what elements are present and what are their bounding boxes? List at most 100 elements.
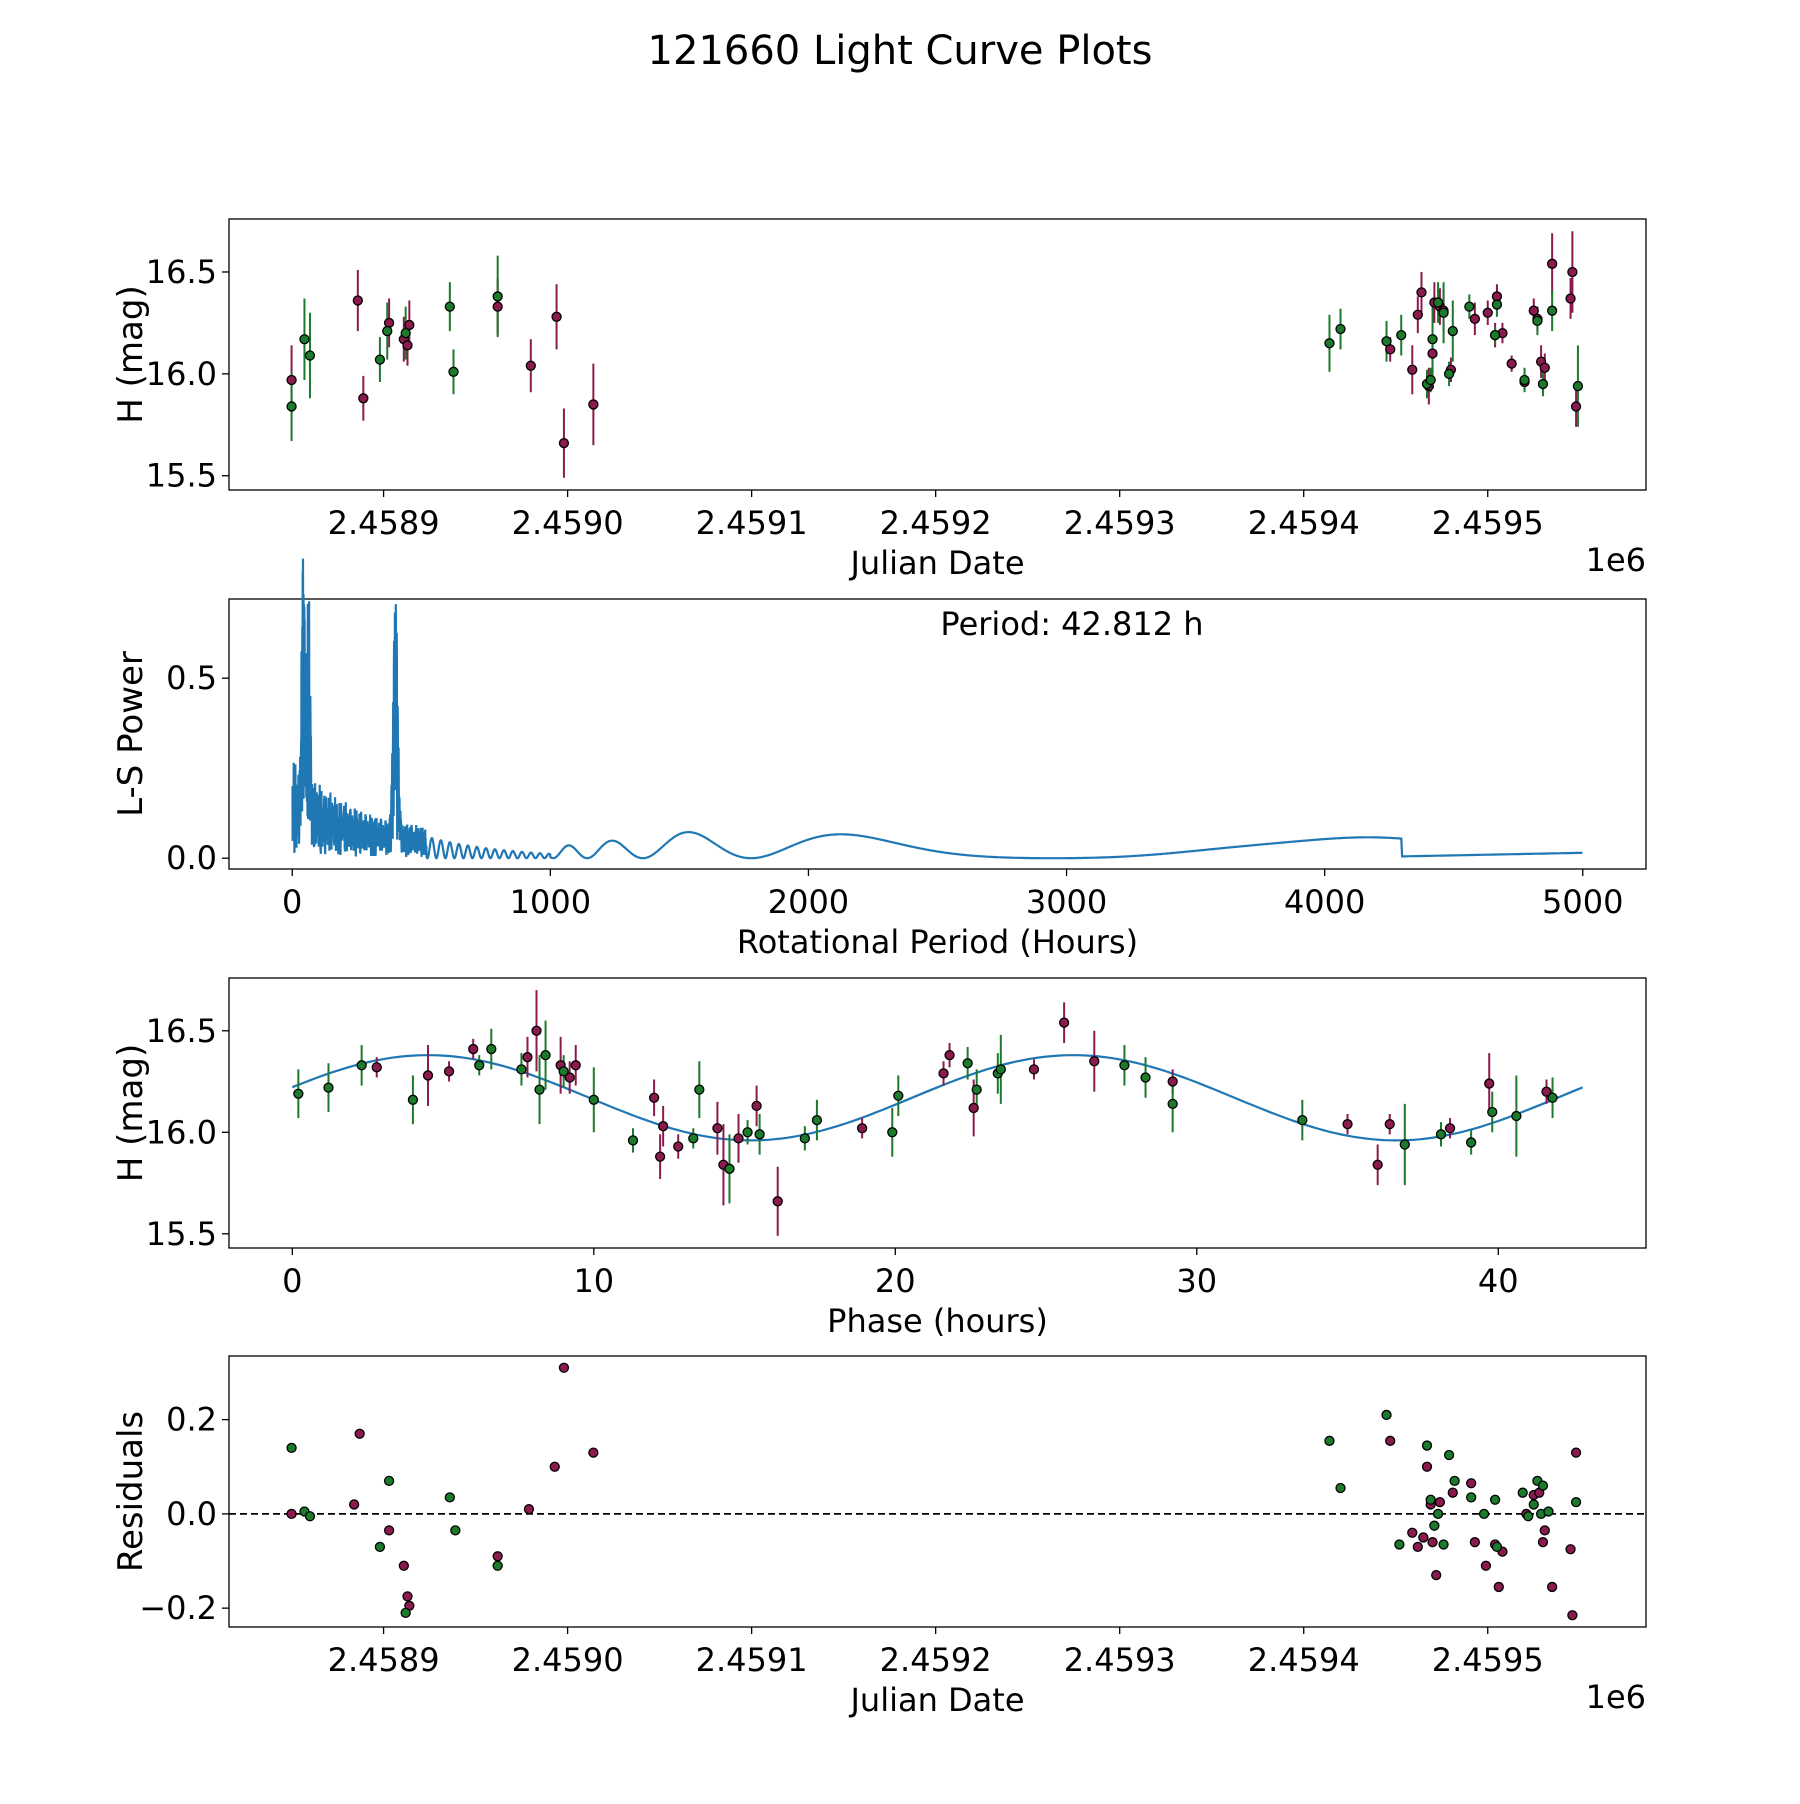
data-point-magenta: [354, 1428, 365, 1439]
y-tick-label: 0.5: [166, 659, 217, 697]
data-point-green: [893, 1090, 904, 1101]
subplot-4: 2.4589 2.4590 2.4591 2.4592 2.4593 2.4594 2.45…: [111, 1355, 1647, 1719]
data-point-magenta: [1412, 309, 1423, 320]
data-point-magenta: [352, 295, 363, 306]
data-point-green: [1324, 1435, 1335, 1446]
data-point-green: [1443, 1449, 1455, 1461]
y-tick-label: 0.2: [166, 1401, 217, 1439]
x-tick-label: 3000: [1026, 883, 1107, 921]
x-tick-label: 2000: [768, 883, 849, 921]
data-point-magenta: [938, 1068, 949, 1079]
data-point-magenta: [286, 1508, 297, 1520]
y-axis-label: H (mag): [111, 1044, 151, 1182]
data-point-magenta: [1412, 1541, 1423, 1553]
data-point-magenta: [1469, 313, 1481, 324]
data-point-magenta: [422, 1070, 434, 1081]
data-point-green: [1537, 378, 1549, 390]
data-point-magenta: [648, 1092, 660, 1103]
data-point-magenta: [1567, 1610, 1578, 1621]
x-axis-label: Phase (hours): [827, 1302, 1048, 1340]
data-point-green: [374, 354, 386, 365]
x-tick-label: 2.4590: [512, 1641, 624, 1679]
data-point-green: [1491, 299, 1503, 310]
data-point-green: [1447, 325, 1458, 337]
data-point-magenta: [1539, 1525, 1550, 1536]
data-point-green: [1381, 336, 1392, 347]
data-point-green: [1381, 1409, 1392, 1421]
data-point-green: [1396, 329, 1407, 341]
data-point-magenta: [570, 1060, 581, 1071]
data-point-magenta: [1565, 1544, 1576, 1555]
data-point-magenta: [1407, 1527, 1418, 1538]
data-point-green: [374, 1541, 386, 1553]
data-point-magenta: [402, 1591, 413, 1602]
data-point-green: [887, 1127, 898, 1138]
data-point-green: [356, 1060, 367, 1071]
data-point-magenta: [1444, 1123, 1456, 1134]
x-tick-label: 2.4595: [1432, 1641, 1544, 1679]
data-point-magenta: [1539, 362, 1550, 373]
data-point-magenta: [1570, 1447, 1582, 1458]
data-point-green: [1421, 1440, 1433, 1451]
data-point-green: [1140, 1072, 1151, 1083]
data-point-green: [450, 1525, 461, 1536]
data-point-green: [1537, 1480, 1549, 1491]
data-point-green: [400, 1607, 411, 1619]
y-axis-label: H (mag): [111, 285, 151, 423]
data-point-magenta: [654, 1151, 666, 1162]
data-point-green: [799, 1133, 810, 1144]
subplot-3: 0 10 20 30 40 15.5 16.0 16.5 Phase (hours) H (mag…: [111, 977, 1647, 1340]
data-point-green: [1491, 1541, 1503, 1553]
x-tick-label: 20: [875, 1262, 916, 1300]
data-point-green: [286, 1442, 297, 1454]
data-point-green: [1478, 1508, 1490, 1520]
data-point-green: [1425, 374, 1436, 386]
data-point-green: [1511, 1110, 1522, 1122]
data-point-magenta: [1528, 305, 1539, 316]
data-point-magenta: [1416, 287, 1427, 298]
data-point-green: [1335, 323, 1346, 335]
period-annotation: Period: 42.812 h: [940, 605, 1203, 643]
data-point-green: [383, 1475, 395, 1487]
y-tick-label: 0.0: [166, 1495, 217, 1533]
periodogram-line: [291, 558, 1583, 860]
data-point-green: [444, 1492, 455, 1503]
data-point-magenta: [398, 1560, 409, 1571]
x-offset-label: 1e6: [1586, 1678, 1646, 1716]
data-point-magenta: [1372, 1159, 1383, 1170]
data-point-green: [516, 1064, 527, 1075]
x-tick-label: 4000: [1284, 883, 1365, 921]
data-point-green: [1547, 1092, 1558, 1103]
data-point-magenta: [1484, 1078, 1495, 1089]
data-point-green: [1449, 1475, 1460, 1487]
data-point-green: [1167, 1098, 1178, 1110]
data-point-magenta: [492, 1551, 503, 1562]
data-point-magenta: [1567, 266, 1578, 278]
data-point-green: [444, 301, 455, 312]
data-point-green: [474, 1060, 485, 1071]
data-point-green: [448, 366, 459, 377]
data-point-magenta: [522, 1052, 533, 1063]
data-point-magenta: [558, 437, 570, 449]
axes-frame: [228, 977, 1647, 1249]
data-point-green: [1517, 1487, 1528, 1498]
data-point-magenta: [383, 1525, 395, 1536]
data-point-magenta: [1384, 1119, 1395, 1130]
y-axis-label: Residuals: [111, 1411, 151, 1572]
data-point-magenta: [1570, 401, 1582, 412]
x-tick-label: 2.4592: [880, 1641, 992, 1679]
data-point-magenta: [588, 399, 599, 410]
subplot-1: 2.4589 2.4590 2.4591 2.4592 2.4593 2.4594 2.45…: [111, 218, 1647, 582]
data-point-magenta: [1469, 1537, 1481, 1548]
axes-frame: [228, 598, 1647, 870]
data-point-magenta: [944, 1049, 955, 1061]
data-point-green: [1570, 1496, 1582, 1508]
data-point-magenta: [558, 1362, 570, 1373]
data-point-magenta: [1537, 1537, 1549, 1548]
data-point-green: [323, 1082, 334, 1093]
data-point-green: [1546, 305, 1558, 316]
axes-frame: [228, 1355, 1647, 1628]
data-point-green: [1438, 307, 1449, 318]
y-tick-label: 16.0: [146, 1113, 217, 1151]
data-point-green: [1435, 1129, 1447, 1140]
